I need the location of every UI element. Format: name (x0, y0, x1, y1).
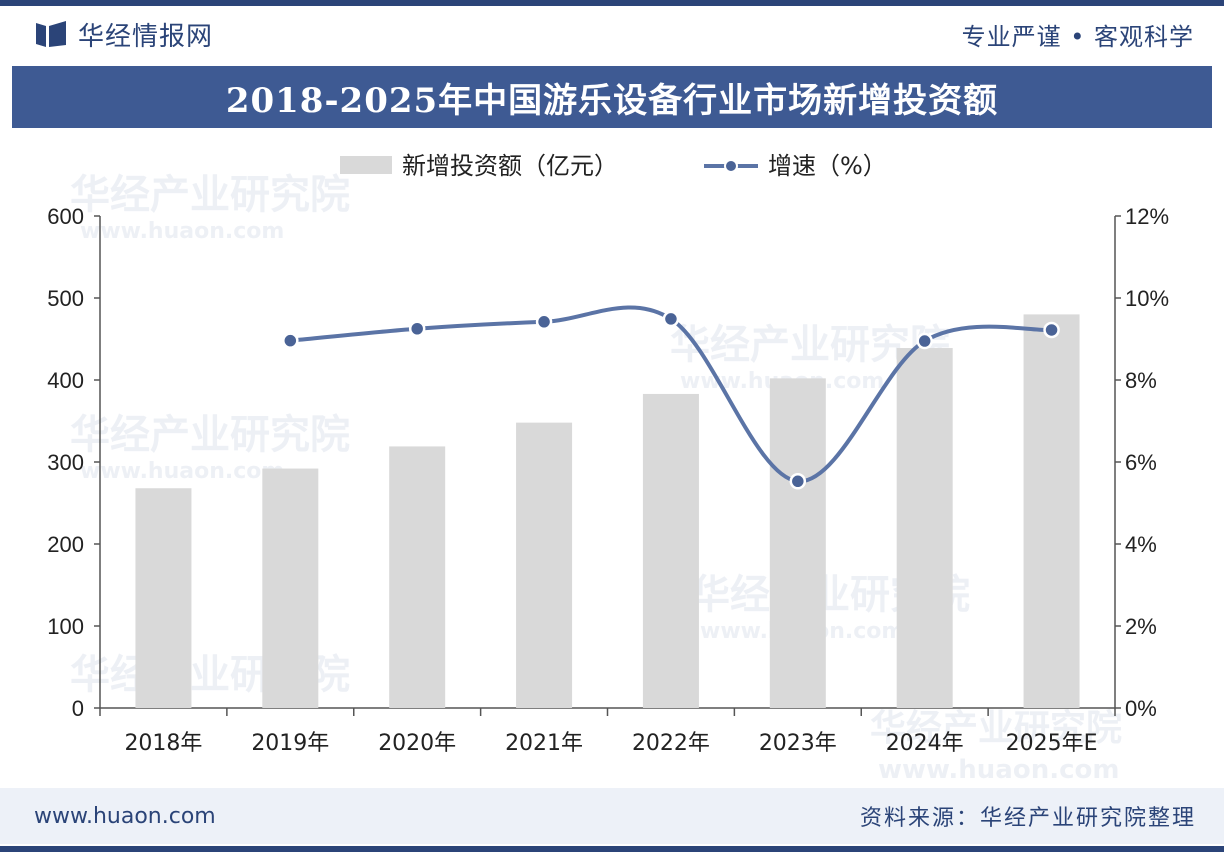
legend-swatch-point (724, 159, 738, 173)
bar (896, 348, 953, 708)
header-bar: 华经情报网 专业严谨 • 客观科学 (0, 6, 1224, 62)
watermark-url-6: www.huaon.com (878, 755, 1119, 785)
bars (135, 314, 1080, 708)
x-tick-label: 2024年 (886, 731, 964, 756)
y-right-tick-label: 10% (1125, 286, 1169, 311)
legend-label-line: 增速（%） (768, 152, 887, 180)
growth-line (282, 305, 1060, 490)
y-left-tick-label: 0 (72, 696, 84, 721)
x-tick-label: 2019年 (251, 731, 329, 756)
bar (1023, 314, 1080, 708)
x-tick-label: 2022年 (632, 731, 710, 756)
chart-title: 2018-2025年中国游乐设备行业市场新增投资额 (225, 80, 999, 121)
y-right-tick-label: 2% (1125, 614, 1157, 639)
bar (516, 422, 573, 708)
legend-swatch-bar (340, 156, 392, 174)
footer-url: www.huaon.com (34, 803, 216, 829)
x-tick-label: 2018年 (124, 731, 202, 756)
watermark-text-1: 华经产业研究院 (70, 172, 350, 218)
y-left-tick-label: 400 (47, 368, 84, 393)
brand-logo-icon (36, 21, 66, 47)
bar (642, 393, 699, 708)
x-tick-label: 2021年 (505, 731, 583, 756)
growth-point (662, 310, 680, 328)
x-tick-label: 2023年 (759, 731, 837, 756)
footer-bar: www.huaon.com 资料来源：华经产业研究院整理 (0, 788, 1224, 844)
brand: 华经情报网 (36, 16, 213, 53)
legend-label-bar: 新增投资额（亿元） (402, 152, 618, 180)
title-band: 2018-2025年中国游乐设备行业市场新增投资额 (12, 66, 1212, 128)
growth-point (1043, 321, 1060, 339)
growth-point (408, 320, 426, 337)
footer-source: 资料来源：华经产业研究院整理 (859, 806, 1196, 831)
y-left-tick-label: 100 (47, 614, 84, 639)
y-left-tick-label: 300 (47, 450, 84, 475)
brand-name: 华经情报网 (78, 21, 214, 52)
bar (389, 446, 446, 708)
x-tick-label: 2020年 (378, 731, 456, 756)
y-right-tick-label: 6% (1125, 450, 1157, 475)
chart: 华经产业研究院 www.huaon.com 华经产业研究院 www.huaon.… (47, 152, 1169, 785)
slogan: 专业严谨 • 客观科学 (961, 22, 1194, 51)
growth-point (916, 332, 933, 350)
growth-point (282, 332, 299, 349)
y-right-tick-label: 12% (1125, 204, 1169, 229)
growth-point (789, 473, 807, 490)
watermark-text-2: 华经产业研究院 (70, 412, 350, 458)
watermarks: 华经产业研究院 www.huaon.com 华经产业研究院 www.huaon.… (70, 172, 1122, 785)
y-left-tick-label: 200 (47, 532, 84, 557)
bar (262, 468, 319, 708)
y-right-tick-label: 4% (1125, 532, 1157, 557)
watermark-text-6: 华经产业研究院 (870, 708, 1122, 749)
watermark-url-1: www.huaon.com (80, 219, 284, 244)
bottom-rule (0, 846, 1224, 852)
watermark-url-2: www.huaon.com (80, 459, 284, 484)
top-rule (0, 0, 1224, 6)
y-right-tick-label: 0% (1125, 696, 1157, 721)
x-tick-label: 2025年E (1006, 731, 1098, 756)
y-left-tick-label: 500 (47, 286, 84, 311)
growth-point (535, 313, 553, 331)
axes: 0 100 200 300 400 500 600 0% 2% 4% 6% 8% 10% 12% 2018年… (47, 204, 1169, 756)
y-left-tick-label: 600 (47, 204, 84, 229)
bar (135, 488, 192, 708)
bar (769, 378, 826, 708)
y-right-tick-label: 8% (1125, 368, 1157, 393)
legend: 新增投资额（亿元） 增速（%） (340, 152, 887, 180)
